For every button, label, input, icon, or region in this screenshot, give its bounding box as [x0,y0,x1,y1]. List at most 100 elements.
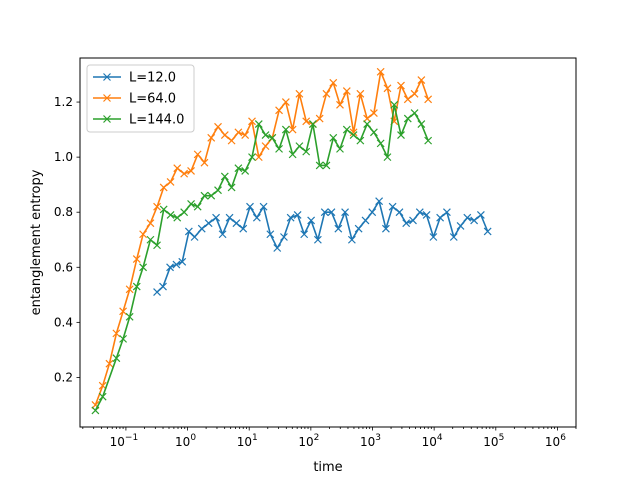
data-point-marker [248,117,256,126]
data-point-marker [403,95,412,104]
data-point-marker [220,131,229,140]
data-point-marker [470,216,479,225]
legend-marker [103,94,111,102]
data-point-marker [442,208,451,217]
data-point-marker [300,230,309,239]
plot-border [79,57,577,428]
data-point-marker [254,120,263,129]
data-point-marker [395,208,404,217]
data-point-marker [295,142,304,151]
data-point-marker [261,142,270,151]
data-point-marker [214,186,222,195]
x-tick-label: 102 [298,433,319,449]
data-point-marker [139,263,148,272]
data-point-marker [200,158,209,167]
data-point-marker [483,227,492,236]
legend-label: L=12.0 [129,71,176,86]
data-point-marker [166,211,175,219]
data-point-marker [356,89,365,98]
data-point-marker [234,128,243,137]
data-point-marker [356,136,365,145]
data-point-marker [322,161,331,170]
data-point-marker [232,219,241,228]
data-point-marker [402,219,411,228]
data-point-marker [349,131,358,140]
data-point-marker [200,191,209,200]
data-point-marker [329,78,338,87]
data-point-marker [410,89,419,98]
data-point-marker [281,125,290,134]
data-point-marker [125,285,134,294]
y-tick-label: 0.4 [54,315,73,329]
data-point-marker [193,202,202,211]
data-point-marker [288,125,297,134]
data-point-marker [252,213,261,222]
x-tick-label: 101 [237,433,258,449]
data-point-marker [261,131,270,140]
data-point-marker [218,230,227,239]
data-point-marker [336,144,344,153]
series-line [94,104,429,411]
x-tick-label: 105 [483,433,504,449]
data-point-marker [146,235,155,244]
data-point-marker [383,153,392,162]
data-point-marker [227,183,236,192]
data-point-marker [173,213,182,222]
data-point-marker [295,89,304,98]
data-point-marker [214,122,222,131]
data-point-marker [327,208,336,217]
y-tick-label: 0.2 [54,370,73,384]
x-tick-label: 104 [422,433,443,449]
data-point-marker [207,133,216,142]
data-point-marker [227,136,236,145]
data-point-marker [125,312,134,321]
data-point-marker [354,224,363,233]
y-tick-label: 0.8 [54,205,73,219]
data-point-marker [112,329,121,338]
x-tick-label: 100 [175,433,196,449]
data-point-marker [342,125,351,134]
data-point-marker [476,211,485,219]
y-tick-label: 1.0 [54,150,73,164]
data-point-marker [220,172,229,181]
data-point-marker [212,213,220,222]
series-layer [91,67,492,415]
data-point-marker [349,128,358,137]
data-point-marker [388,202,397,211]
series-L=12.0 [153,197,492,296]
data-point-marker [197,224,206,233]
legend: L=12.0 L=64.0 L=144.0 [86,64,195,133]
data-point-marker [159,183,168,192]
data-point-marker [302,117,311,126]
data-point-marker [369,109,378,117]
data-point-marker [268,133,277,142]
data-point-marker [334,224,343,233]
legend-item: L=64.0 [93,92,176,107]
data-point-marker [307,216,316,225]
data-point-marker [259,202,268,211]
data-point-marker [248,153,256,162]
data-point-marker [286,213,295,222]
data-point-marker [315,114,324,123]
data-point-marker [166,263,174,272]
data-point-marker [302,147,311,156]
legend-item: L=144.0 [93,113,184,128]
series-L=144.0 [91,100,433,415]
data-point-marker [204,219,213,228]
plot-frame [79,57,577,428]
legend-label: L=64.0 [129,92,176,107]
data-point-marker [369,128,378,137]
data-point-marker [320,208,329,217]
x-tick-label: 10−1 [110,433,139,449]
data-point-marker [424,136,433,145]
data-point-marker [293,211,302,219]
y-axis: 0.2 0.4 0.6 0.8 1.0 1.2 [54,95,80,384]
data-point-marker [375,197,384,206]
data-point-marker [436,213,445,222]
data-point-marker [178,257,187,266]
data-point-marker [456,222,465,230]
data-point-marker [241,166,250,175]
data-point-marker [424,95,433,104]
data-point-marker [180,169,189,178]
